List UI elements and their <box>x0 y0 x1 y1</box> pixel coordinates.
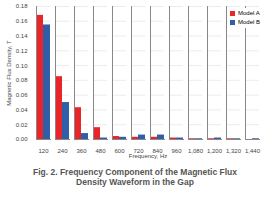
svg-text:0.10: 0.10 <box>16 63 28 69</box>
svg-text:0.02: 0.02 <box>16 122 28 128</box>
svg-text:0.14: 0.14 <box>16 33 28 39</box>
svg-text:840: 840 <box>152 147 163 154</box>
svg-text:0.18: 0.18 <box>16 3 28 9</box>
svg-text:Frequency, Hz: Frequency, Hz <box>129 153 168 159</box>
svg-text:960: 960 <box>171 148 182 154</box>
svg-text:0.08: 0.08 <box>16 77 28 83</box>
svg-text:120: 120 <box>38 148 49 154</box>
svg-text:600: 600 <box>114 148 125 154</box>
html-text:Fig. 2. Frequency Component of: Fig. 2. Frequency Component of the Magne… <box>33 167 237 187</box>
svg-text:1,320: 1,320 <box>226 148 242 154</box>
svg-text:0.16: 0.16 <box>16 18 28 24</box>
html-text:Model A: Model A <box>238 10 260 16</box>
svg-text:1,200: 1,200 <box>207 148 223 154</box>
svg-text:Magnetic Flux Density, T: Magnetic Flux Density, T <box>6 40 12 106</box>
html-text:Model B: Model B <box>238 19 260 25</box>
svg-text:0.12: 0.12 <box>16 48 28 54</box>
svg-text:0.04: 0.04 <box>16 107 28 113</box>
svg-text:480: 480 <box>95 148 106 154</box>
svg-text:1,440: 1,440 <box>245 148 261 154</box>
svg-text:0.06: 0.06 <box>16 92 28 98</box>
svg-text:1,080: 1,080 <box>188 148 204 154</box>
svg-text:360: 360 <box>76 148 87 154</box>
svg-text:0.00: 0.00 <box>16 136 28 142</box>
svg-text:240: 240 <box>57 148 68 154</box>
svg-text:720: 720 <box>133 147 144 154</box>
